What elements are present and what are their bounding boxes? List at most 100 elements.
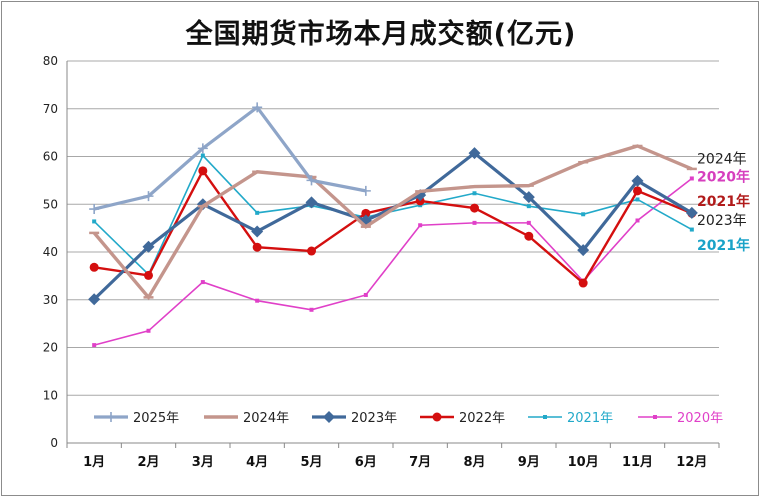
data-point [543,415,547,419]
data-point [309,307,314,312]
legend-item-2020年: 2020年 [638,411,723,426]
end-label: 2021年 [697,237,750,254]
gridlines [67,60,719,444]
data-point [92,343,97,348]
data-point [198,166,208,176]
x-tick-label: 7月 [409,455,431,470]
chart-title: 全国期货市场本月成交额(亿元) [185,19,577,50]
data-point [144,270,153,280]
legend-label: 2021年 [567,411,613,426]
data-point [323,411,335,423]
end-labels: 2024年 2020年 2021年 2023年 2021年 [697,151,750,253]
legend-label: 2023年 [351,411,397,426]
data-point [143,191,154,202]
data-point [418,223,423,228]
series-line [92,144,693,301]
x-tick-label: 1月 [83,455,105,470]
y-tick-label: 20 [43,341,58,355]
data-point [255,210,260,215]
data-point [361,208,371,218]
end-label: 2024年 [697,151,747,167]
data-point [633,186,642,196]
data-point [360,185,371,196]
series-line [93,151,693,301]
data-point [653,415,657,419]
data-point [307,246,316,256]
data-point [577,244,590,257]
data-point [197,143,208,154]
data-point [524,231,534,241]
data-point [472,191,477,196]
legend: 2025年 2024年 2023年 2022年 2021年 2020年 [94,411,723,426]
data-point [689,176,694,181]
y-tick-label: 50 [43,197,58,211]
x-axis: 1月 2月 3月 4月 5月 6月 7月 8月 9月 10月 11月 12月 [66,443,720,470]
data-point [689,227,694,232]
data-point [252,102,263,113]
data-point [106,412,116,422]
data-point [306,175,317,186]
data-point [142,240,155,253]
y-tick-label: 60 [43,150,58,164]
end-label: 2021年 [697,193,750,210]
y-tick-label: 10 [43,388,58,402]
end-label: 2020年 [697,169,750,186]
x-tick-label: 9月 [518,455,540,470]
series-line [93,105,367,211]
legend-label: 2025年 [133,411,179,426]
x-tick-label: 11月 [622,455,653,470]
data-point [470,203,479,213]
legend-label: 2024年 [243,411,289,426]
legend-item-2025年: 2025年 [94,411,179,426]
x-tick-label: 5月 [300,455,322,470]
legend-item-2023年: 2023年 [312,411,397,426]
data-point [252,242,262,252]
data-point [635,197,640,202]
data-point [522,191,535,204]
data-point [92,219,97,224]
data-point [305,196,318,209]
series-2020年 [92,176,694,348]
data-point [363,292,368,297]
x-tick-label: 12月 [676,455,707,470]
series-2022年 [89,166,697,288]
data-point [631,174,644,187]
x-tick-label: 8月 [463,455,485,470]
x-tick-label: 4月 [246,455,268,470]
data-point [432,412,442,422]
x-tick-label: 3月 [192,455,214,470]
data-point [526,204,531,209]
data-point [255,298,260,303]
series-2025年 [89,102,371,215]
series-lines [88,102,698,348]
data-point [251,225,264,238]
data-point [578,278,588,288]
data-point [468,147,481,160]
data-point [472,220,477,225]
x-tick-label: 6月 [355,455,377,470]
data-point [581,212,586,217]
y-tick-label: 30 [43,293,58,307]
legend-item-2022年: 2022年 [420,411,505,426]
data-point [89,204,100,215]
x-tick-label: 10月 [568,455,599,470]
data-point [200,153,205,158]
data-point [526,220,531,225]
y-tick-label: 70 [43,102,58,116]
data-point [146,328,151,333]
end-label: 2023年 [697,213,747,229]
data-point [89,262,99,272]
y-tick-label: 0 [50,436,58,450]
y-tick-label: 40 [43,245,58,259]
data-point [685,206,698,219]
series-line [93,177,693,346]
data-point [200,280,205,285]
y-tick-label: 80 [43,54,58,68]
legend-item-2024年: 2024年 [204,411,289,426]
y-axis: 0 10 20 30 40 50 60 70 80 [43,54,68,450]
series-line [93,154,693,276]
data-point [88,293,101,306]
x-tick-label: 2月 [137,455,159,470]
